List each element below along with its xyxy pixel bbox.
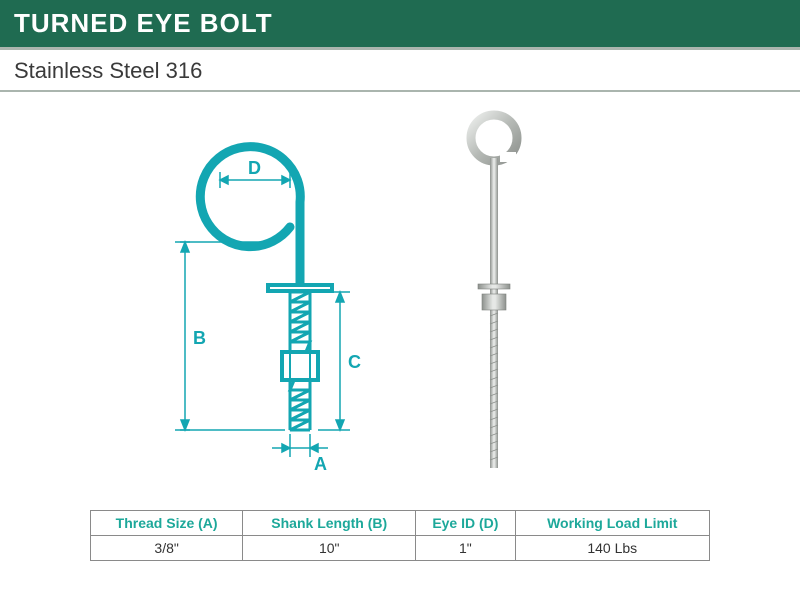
technical-drawing: D B C (175, 147, 361, 474)
page-title: TURNED EYE BOLT (14, 8, 273, 38)
cell-wll: 140 Lbs (515, 536, 709, 561)
header-bar: TURNED EYE BOLT (0, 0, 800, 50)
cell-thread-size: 3/8" (91, 536, 243, 561)
cell-eye-id: 1" (416, 536, 515, 561)
table-header-row: Thread Size (A) Shank Length (B) Eye ID … (91, 511, 710, 536)
col-eye-id: Eye ID (D) (416, 511, 515, 536)
dim-label-b: B (193, 328, 206, 348)
material-label: Stainless Steel 316 (14, 58, 202, 83)
spec-table: Thread Size (A) Shank Length (B) Eye ID … (90, 510, 710, 561)
dim-label-a: A (314, 454, 327, 474)
subheader: Stainless Steel 316 (0, 50, 800, 92)
product-image (471, 115, 517, 468)
drawing-svg: D B C (0, 92, 800, 492)
col-thread-size: Thread Size (A) (91, 511, 243, 536)
dim-label-c: C (348, 352, 361, 372)
cell-shank-length: 10" (243, 536, 416, 561)
col-wll: Working Load Limit (515, 511, 709, 536)
table-row: 3/8" 10" 1" 140 Lbs (91, 536, 710, 561)
figure-area: D B C (0, 92, 800, 492)
dim-label-d: D (248, 158, 261, 178)
col-shank-length: Shank Length (B) (243, 511, 416, 536)
